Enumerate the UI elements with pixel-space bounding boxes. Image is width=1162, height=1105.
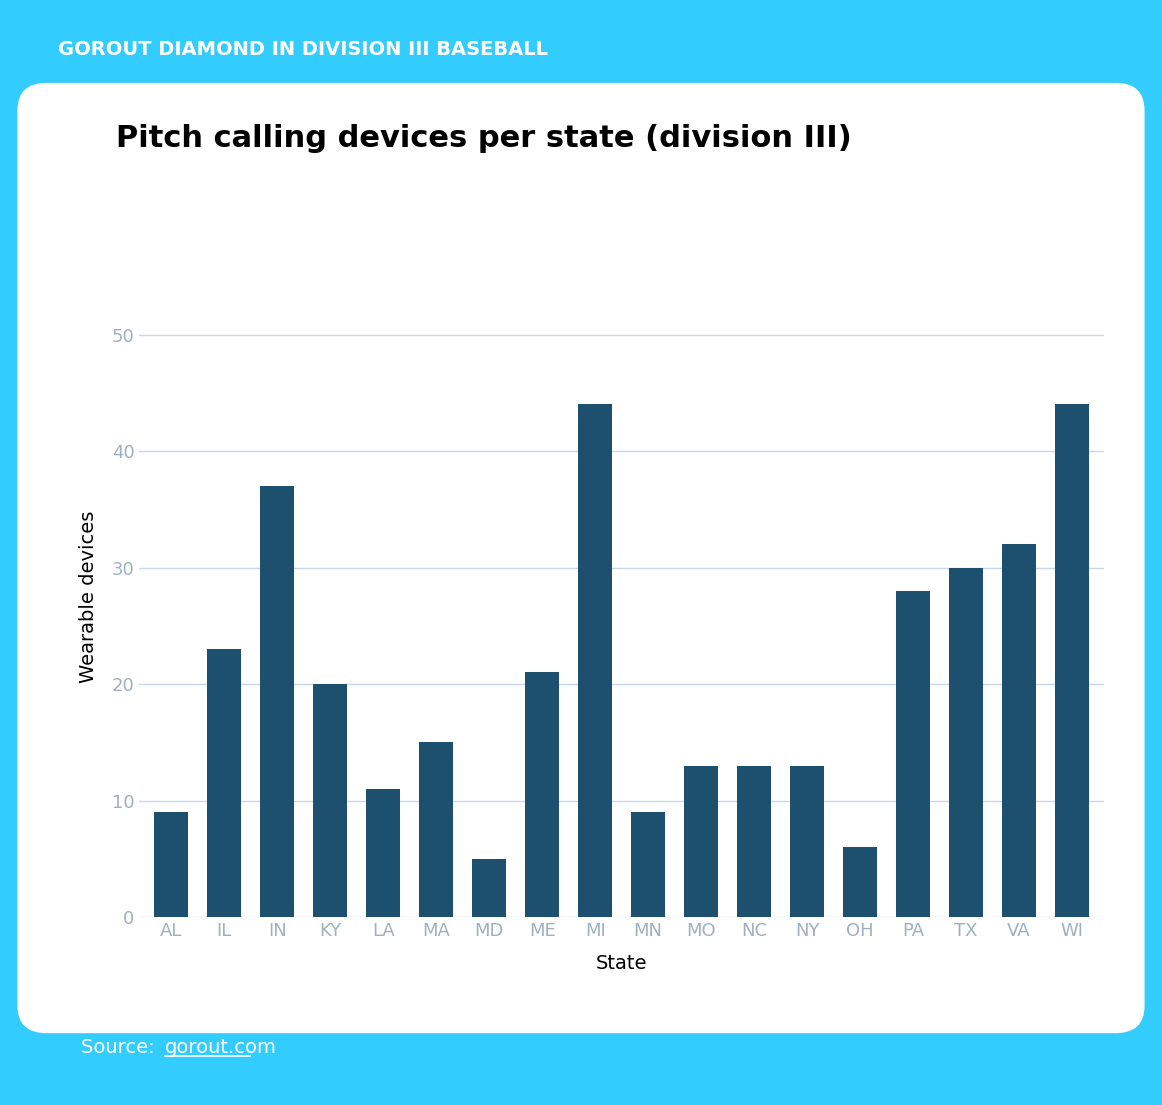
Bar bbox=[578, 404, 612, 917]
Bar bbox=[949, 568, 983, 917]
Bar bbox=[260, 486, 294, 917]
Bar bbox=[366, 789, 401, 917]
Bar bbox=[842, 848, 877, 917]
Bar bbox=[155, 812, 188, 917]
Bar bbox=[419, 743, 453, 917]
Bar bbox=[684, 766, 718, 917]
Bar bbox=[896, 591, 931, 917]
Bar bbox=[472, 859, 507, 917]
FancyBboxPatch shape bbox=[17, 83, 1145, 1033]
Text: GOROUT DIAMOND IN DIVISION III BASEBALL: GOROUT DIAMOND IN DIVISION III BASEBALL bbox=[58, 40, 548, 60]
Bar bbox=[790, 766, 824, 917]
Bar bbox=[1055, 404, 1089, 917]
Text: gorout.com: gorout.com bbox=[165, 1038, 277, 1057]
Text: Source:: Source: bbox=[81, 1038, 162, 1057]
X-axis label: State: State bbox=[596, 954, 647, 972]
Bar bbox=[313, 684, 347, 917]
Y-axis label: Wearable devices: Wearable devices bbox=[79, 511, 98, 683]
Bar bbox=[737, 766, 772, 917]
Bar bbox=[525, 673, 559, 917]
Bar bbox=[631, 812, 666, 917]
Text: Pitch calling devices per state (division III): Pitch calling devices per state (divisio… bbox=[116, 124, 852, 152]
Bar bbox=[1002, 545, 1037, 917]
Bar bbox=[207, 649, 242, 917]
